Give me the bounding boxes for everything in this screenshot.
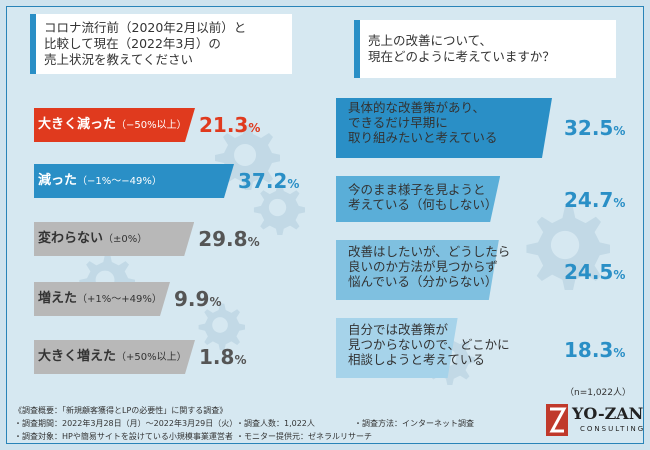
bar-label: 大きく増えた（+50%以上） <box>38 349 187 364</box>
logo-name: YO-ZAN <box>572 404 644 423</box>
survey-provider: ・モニター提供元：ゼネラルリサーチ <box>236 432 372 441</box>
bar <box>34 340 195 374</box>
left-question-line: 比較して現在（2022年3月）の <box>44 36 221 51</box>
sample-size: （n=1,022人） <box>565 388 632 398</box>
bar-value: 37.2% <box>238 169 300 193</box>
bar-row: 大きく増えた（+50%以上） 1.8% <box>34 340 334 374</box>
right-question: 売上の改善について、 現在どのように考えていますか？ <box>354 20 616 78</box>
bar-label: 減った（−1%〜−49%） <box>38 173 162 188</box>
gear-icon <box>253 183 305 235</box>
bar-label: 変わらない（±0%） <box>38 231 148 246</box>
logo-sub: CONSULTING <box>580 425 646 433</box>
bar-label: 今のまま様子を見ようと 考えている（何もしない） <box>348 182 498 212</box>
survey-count: ・調査人数：1,022人 <box>236 419 315 428</box>
bar-label: 具体的な改善策があり、 できるだけ早期に 取り組みたいと考えている <box>348 100 498 145</box>
bar-value: 18.3% <box>564 338 626 362</box>
bar-row: 自分では改善策が 見つからないので、どこかに 相談しようと考えている 18.3% <box>336 318 626 378</box>
left-question: コロナ流行前（2020年2月以前）と 比較して現在（2022年3月）の 売上状況… <box>30 14 292 74</box>
left-question-line: 売上状況を教えてください <box>44 52 194 67</box>
bar-row: 今のまま様子を見ようと 考えている（何もしない） 24.7% <box>336 176 626 222</box>
left-question-line: コロナ流行前（2020年2月以前）と <box>44 20 247 35</box>
bar <box>336 318 458 378</box>
bar <box>336 240 499 300</box>
bar-label: 増えた（+1%〜+49%） <box>38 291 162 306</box>
gear-icon <box>526 206 610 290</box>
right-question-line: 売上の改善について、 <box>368 33 493 48</box>
bar-value: 24.5% <box>564 260 626 284</box>
bar-row: 減った（−1%〜−49%） 37.2% <box>34 164 334 198</box>
survey-period: ・調査期間：2022年3月28日（月）〜2022年3月29日（火） <box>14 419 238 428</box>
bar-value: 24.7% <box>564 188 626 212</box>
bar <box>34 282 170 316</box>
bar-row: 具体的な改善策があり、 できるだけ早期に 取り組みたいと考えている 32.5% <box>336 98 626 158</box>
bar-value: 21.3% <box>199 113 261 137</box>
bar <box>34 108 195 142</box>
survey-overview: 《調査概要：「新規顧客獲得とLPの必要性」に関する調査》 <box>14 406 228 415</box>
bar-value: 32.5% <box>564 116 626 140</box>
bar <box>34 164 234 198</box>
gear-icon <box>198 303 245 350</box>
bar-label: 改善はしたいが、どうしたら 良いのか方法が見つからず 悩んでいる（分からない） <box>348 244 511 289</box>
bar-row: 増えた（+1%〜+49%） 9.9% <box>34 282 334 316</box>
bar-label: 大きく減った（−50%以上） <box>38 117 187 132</box>
bar-row: 大きく減った（−50%以上） 21.3% <box>34 108 334 142</box>
bar-label: 自分では改善策が 見つからないので、どこかに 相談しようと考えている <box>348 322 510 367</box>
bar-value: 1.8% <box>199 345 247 369</box>
survey-method: ・調査方法：インターネット調査 <box>354 419 474 428</box>
bar <box>336 176 500 222</box>
bar-value: 9.9% <box>174 287 222 311</box>
bar <box>336 98 552 158</box>
logo-mark-icon <box>546 404 568 436</box>
right-question-line: 現在どのように考えていますか？ <box>368 49 555 64</box>
survey-target: ・調査対象：HPや簡易サイトを設けている小規模事業運営者 <box>14 432 233 441</box>
bar <box>34 222 194 256</box>
bar-row: 変わらない（±0%） 29.8% <box>34 222 334 256</box>
bar-value: 29.8% <box>198 227 260 251</box>
gear-icon <box>215 125 280 190</box>
bar-row: 改善はしたいが、どうしたら 良いのか方法が見つからず 悩んでいる（分からない） … <box>336 240 626 300</box>
